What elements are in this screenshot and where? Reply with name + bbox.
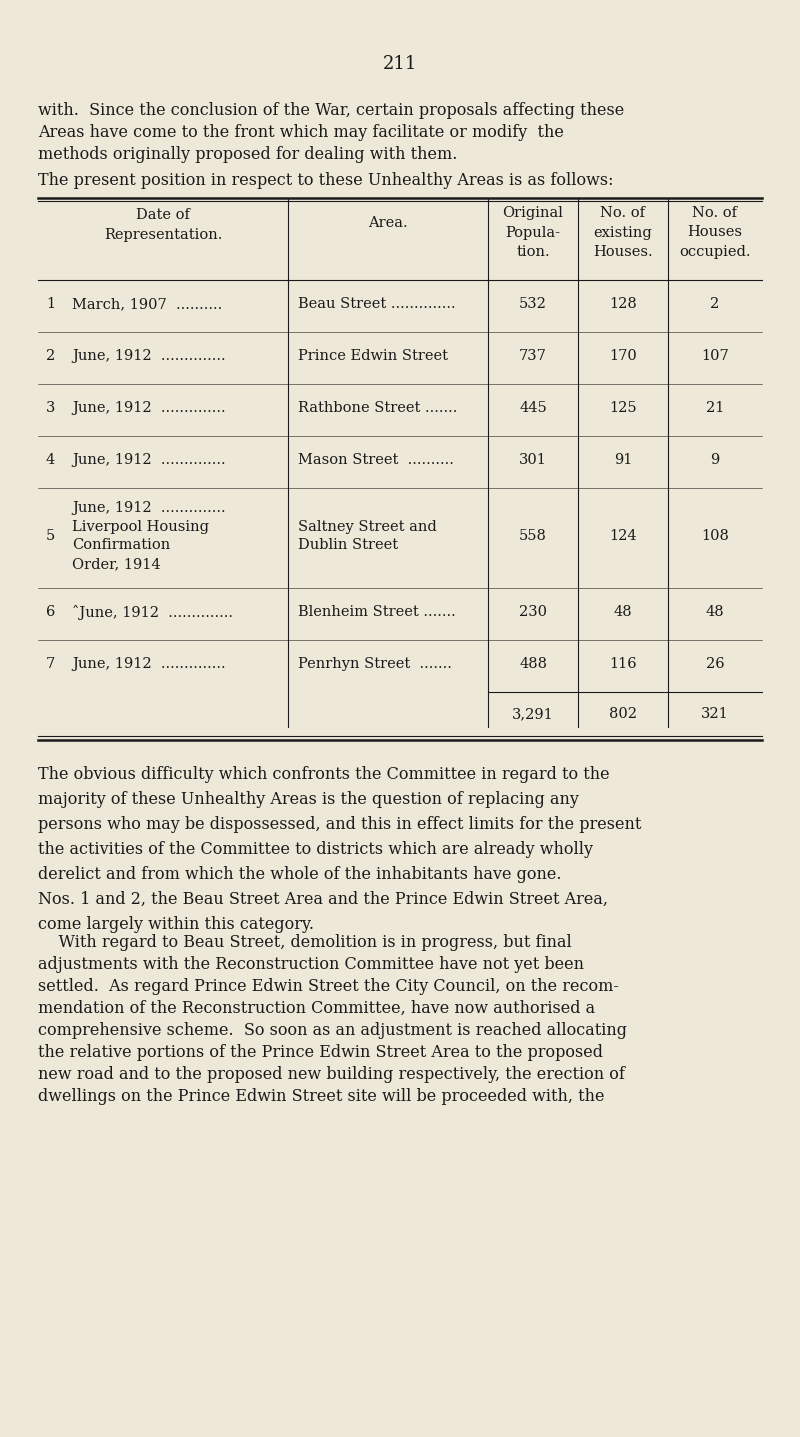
Text: dwellings on the Prince Edwin Street site will be proceeded with, the: dwellings on the Prince Edwin Street sit…	[38, 1088, 605, 1105]
Text: 9: 9	[710, 453, 720, 467]
Text: 128: 128	[609, 297, 637, 310]
Text: 301: 301	[519, 453, 547, 467]
Text: 802: 802	[609, 707, 637, 721]
Text: 26: 26	[706, 657, 724, 671]
Text: 3: 3	[46, 401, 55, 415]
Text: 2: 2	[46, 349, 55, 364]
Text: methods originally proposed for dealing with them.: methods originally proposed for dealing …	[38, 147, 458, 162]
Text: 7: 7	[46, 657, 55, 671]
Text: Saltney Street and
Dublin Street: Saltney Street and Dublin Street	[298, 520, 437, 552]
Text: Penrhyn Street  .......: Penrhyn Street .......	[298, 657, 452, 671]
Text: 125: 125	[609, 401, 637, 415]
Text: Date of
Representation.: Date of Representation.	[104, 208, 222, 241]
Text: 230: 230	[519, 605, 547, 619]
Text: With regard to Beau Street, demolition is in progress, but final: With regard to Beau Street, demolition i…	[38, 934, 572, 951]
Text: adjustments with the Reconstruction Committee have not yet been: adjustments with the Reconstruction Comm…	[38, 956, 584, 973]
Text: 532: 532	[519, 297, 547, 310]
Text: Mason Street  ..........: Mason Street ..........	[298, 453, 454, 467]
Text: 558: 558	[519, 529, 547, 543]
Text: June, 1912  ..............: June, 1912 ..............	[72, 401, 226, 415]
Text: No. of
Houses
occupied.: No. of Houses occupied.	[679, 205, 750, 259]
Text: Original
Popula-
tion.: Original Popula- tion.	[502, 205, 563, 259]
Text: comprehensive scheme.  So soon as an adjustment is reached allocating: comprehensive scheme. So soon as an adju…	[38, 1022, 627, 1039]
Text: 1: 1	[46, 297, 55, 310]
Text: Beau Street ..............: Beau Street ..............	[298, 297, 456, 310]
Text: June, 1912  ..............: June, 1912 ..............	[72, 657, 226, 671]
Text: 737: 737	[519, 349, 547, 364]
Text: 211: 211	[383, 55, 417, 73]
Text: 91: 91	[614, 453, 632, 467]
Text: ˆJune, 1912  ..............: ˆJune, 1912 ..............	[72, 605, 233, 619]
Text: 4: 4	[46, 453, 55, 467]
Text: the relative portions of the Prince Edwin Street Area to the proposed: the relative portions of the Prince Edwi…	[38, 1045, 603, 1061]
Text: new road and to the proposed new building respectively, the erection of: new road and to the proposed new buildin…	[38, 1066, 625, 1083]
Text: June, 1912  ..............
Liverpool Housing
Confirmation
Order, 1914: June, 1912 .............. Liverpool Hous…	[72, 500, 226, 572]
Text: Area.: Area.	[368, 216, 408, 230]
Text: 3,291: 3,291	[512, 707, 554, 721]
Text: 2: 2	[710, 297, 720, 310]
Text: 321: 321	[701, 707, 729, 721]
Text: 170: 170	[609, 349, 637, 364]
Text: 21: 21	[706, 401, 724, 415]
Text: 6: 6	[46, 605, 55, 619]
Text: June, 1912  ..............: June, 1912 ..............	[72, 349, 226, 364]
Text: The obvious difficulty which confronts the Committee in regard to the
majority o: The obvious difficulty which confronts t…	[38, 766, 642, 934]
Text: mendation of the Reconstruction Committee, have now authorised a: mendation of the Reconstruction Committe…	[38, 1000, 595, 1017]
Text: 124: 124	[609, 529, 637, 543]
Text: 488: 488	[519, 657, 547, 671]
Text: 108: 108	[701, 529, 729, 543]
Text: settled.  As regard Prince Edwin Street the City Council, on the recom-: settled. As regard Prince Edwin Street t…	[38, 979, 619, 994]
Text: Blenheim Street .......: Blenheim Street .......	[298, 605, 456, 619]
Text: March, 1907  ..........: March, 1907 ..........	[72, 297, 222, 310]
Text: No. of
existing
Houses.: No. of existing Houses.	[593, 205, 653, 259]
Text: Rathbone Street .......: Rathbone Street .......	[298, 401, 458, 415]
Text: 48: 48	[706, 605, 724, 619]
Text: with.  Since the conclusion of the War, certain proposals affecting these: with. Since the conclusion of the War, c…	[38, 102, 624, 119]
Text: 445: 445	[519, 401, 547, 415]
Text: 107: 107	[701, 349, 729, 364]
Text: Areas have come to the front which may facilitate or modify  the: Areas have come to the front which may f…	[38, 124, 564, 141]
Text: Prince Edwin Street: Prince Edwin Street	[298, 349, 448, 364]
Text: The present position in respect to these Unhealthy Areas is as follows:: The present position in respect to these…	[38, 172, 614, 190]
Text: 48: 48	[614, 605, 632, 619]
Text: 116: 116	[609, 657, 637, 671]
Text: 5: 5	[46, 529, 55, 543]
Text: June, 1912  ..............: June, 1912 ..............	[72, 453, 226, 467]
